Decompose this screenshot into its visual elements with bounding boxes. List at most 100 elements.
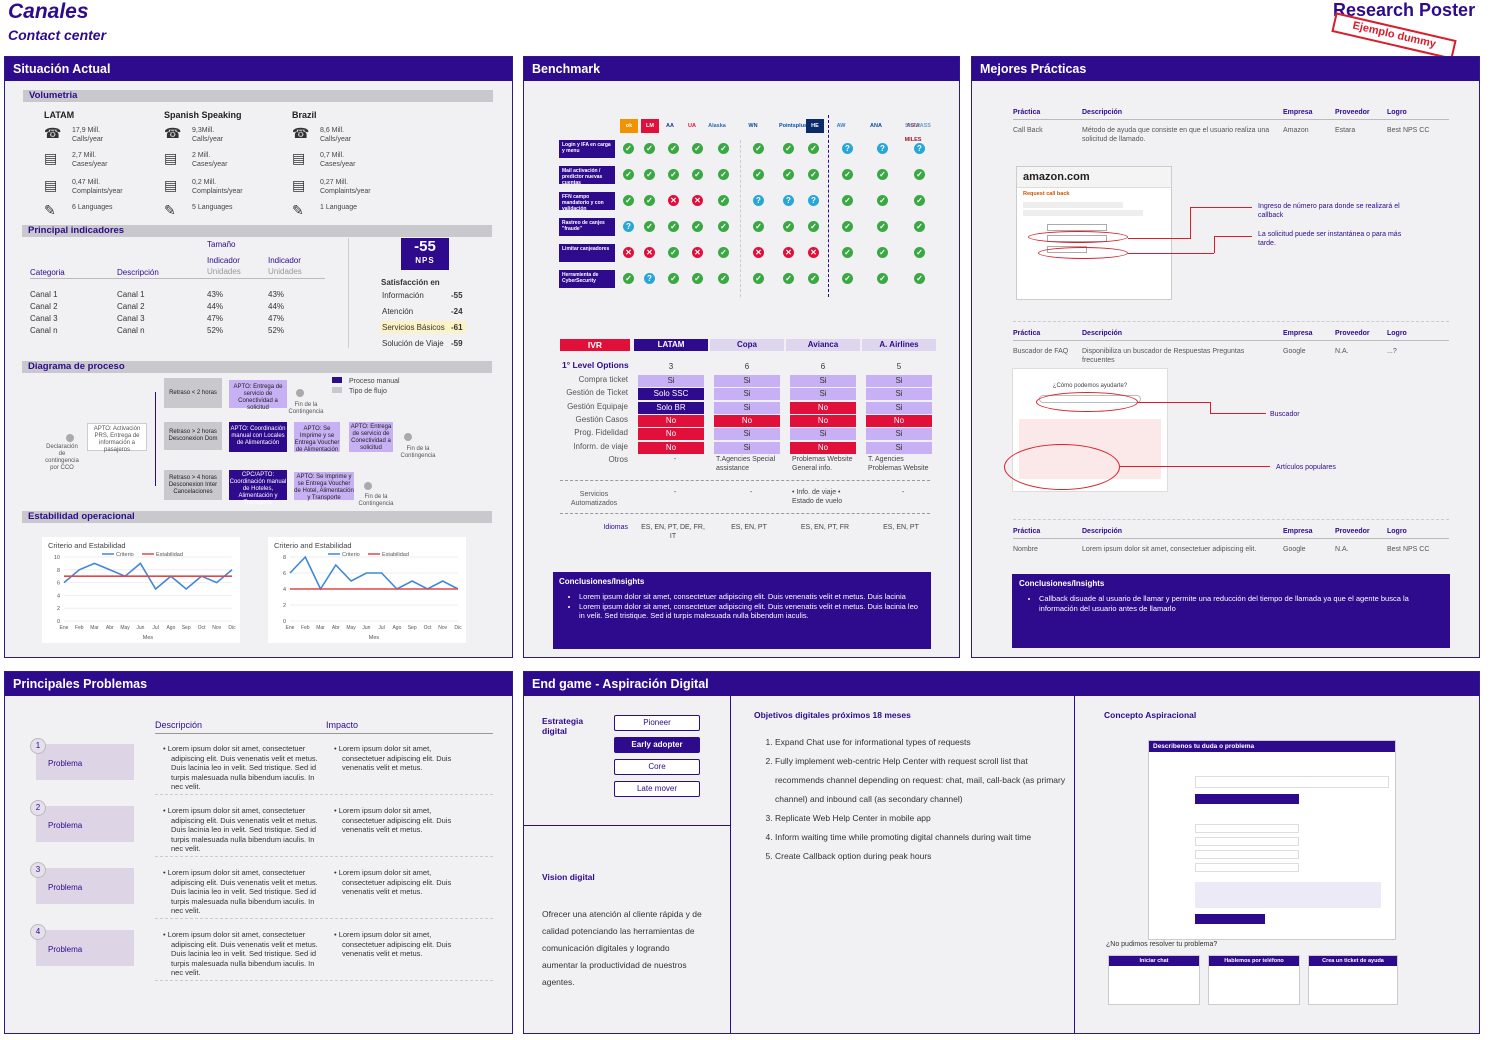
problema-box [36,930,134,966]
airline-logo: WN [748,123,758,129]
ivr-option: Gestión Casos [575,414,628,424]
channel-ticket[interactable]: Crea un ticket de ayuda [1308,955,1398,1005]
bench-row-label: Rastreo de canjes "fraude" [559,218,615,236]
x-tick: Ago [392,625,401,631]
serv-value: - [673,489,677,496]
check-icon: ✓ [692,169,703,180]
ivr-cell: Si [714,441,780,454]
legend-label: Criterio [342,552,360,558]
check-icon: ✓ [783,221,794,232]
request-callback: Request call back [1023,191,1070,197]
x-tick: Mar [316,625,325,631]
check-icon: ✓ [718,169,729,180]
x-tick: Abr [106,625,114,631]
concepto-title: Concepto Aspiracional [1104,710,1197,720]
x-tick: Oct [424,625,432,631]
ivr-cell: No [790,441,856,454]
mp-cell: N.A. [1335,546,1349,553]
chart-estabilidad-2: Criterio and Estabilidad Criterio Estabili… [268,537,466,643]
ivr-count: 5 [896,362,902,371]
region-cases_u: Cases/year [192,161,228,168]
mp-col-header: Logro [1387,330,1407,337]
mp-cell: Método de ayuda que consiste en que el u… [1082,127,1270,143]
legend-label: Criterio [116,552,134,558]
mp-cell: N.A. [1335,348,1349,355]
x-tick: Nov [438,625,447,631]
conclusion-bullet: Callback disuade al usuario de llamar y … [1039,594,1443,613]
ticket-button[interactable]: Crea un ticket de ayuda [1309,956,1397,966]
ivr-cell: No [866,414,932,427]
panel-title: Mejores Prácticas [972,57,1479,81]
airline-logo: ANA [870,123,882,129]
ivr-cell: No [638,441,704,454]
line [1013,119,1449,120]
row-ind-2: 47% [268,314,285,323]
airline-logo: SKYPASS [905,123,931,129]
check-icon: ✓ [914,247,925,258]
chart-title: Criterio and Estabilidad [48,541,126,550]
check-icon: ✓ [877,195,888,206]
mp-cell: ...? [1387,348,1397,355]
region-calls: 9,3Mill. [192,127,215,134]
mp-col-header: Logro [1387,528,1407,535]
ivr-count: 6 [820,362,826,371]
ivr-cell: Si [866,401,932,414]
channel-chat[interactable]: Iniciar chat [1108,955,1200,1005]
idiomas-label: Idiomas [603,524,628,531]
check-icon: ✓ [668,247,679,258]
unidades-2: Unidades [268,267,302,276]
x-axis-label: Mes [143,635,154,641]
serv-label: Servicios Automatizados [570,491,618,507]
cross-icon: ✕ [692,195,703,206]
airline-logo: Pointsplus [779,123,808,129]
mp-cell: Google [1283,348,1306,355]
document-icon: ▤ [44,150,58,166]
complaint-icon: ▤ [292,177,306,193]
region-lang: 5 Languages [192,204,233,211]
objetivo-item: Replicate Web Help Center in mobile app [775,809,1070,828]
panel-title: End game - Aspiración Digital [524,672,1479,696]
translate-icon: ✎ [164,202,176,218]
sat-value: -55 [451,291,463,300]
row-descripcion: Canal 3 [117,314,145,323]
problema-desc-text: • Lorem ipsum dolor sit amet, consectetu… [163,744,318,791]
objetivo-item: Create Callback option during peak hours [775,847,1070,866]
question-icon: ? [842,143,853,154]
check-icon: ✓ [783,273,794,284]
problema-desc: • Lorem ipsum dolor sit amet, consectetu… [163,868,325,916]
region-cases: 2,7 Mill. [72,152,97,159]
mp-col-header: Logro [1387,109,1407,116]
nps-label: NPS [415,256,435,265]
conclusion-bullet: Lorem ipsum dolor sit amet, consectetuer… [579,592,925,602]
mp-cell: Amazon [1283,127,1309,134]
row-categoria: Canal 2 [30,302,58,311]
phone-button[interactable]: Hablemos por teléfono [1209,956,1299,966]
chat-button[interactable]: Iniciar chat [1109,956,1199,966]
y-tick: 0 [57,619,60,625]
problema-impacto: • Lorem ipsum dolor sit amet, consectetu… [334,744,452,772]
proc-a1: APTO: Entrega de servicio de Conectivida… [229,380,287,411]
x-tick: Abr [332,625,340,631]
cross-icon: ✕ [668,195,679,206]
mp-col-header: Proveedor [1335,330,1370,337]
airline-logo: LM [641,119,659,133]
mp-col-header: Empresa [1283,109,1313,116]
estrategia-label: Estrategia digital [542,716,584,736]
bench-row-label: Herramienta de CyberSecurity [559,270,615,288]
channel-phone[interactable]: Hablemos por teléfono [1208,955,1300,1005]
problema-box [36,806,134,842]
problema-number: 2 [30,800,46,816]
annotation-buscador: Buscador [1270,411,1300,418]
mp-col-header: Descripción [1082,330,1123,337]
check-icon: ✓ [877,247,888,258]
col-indicador-2: Indicador [268,256,301,265]
satisfaccion-title: Satisfacción en [381,278,440,287]
region-compl: 0,2 Mill. [192,179,217,186]
mp-col-header: Proveedor [1335,528,1370,535]
problema-label: Problema [48,821,83,830]
x-tick: Sep [408,625,417,631]
phone-icon: ☎ [292,125,310,141]
x-tick: Jun [136,625,144,631]
separator [155,918,493,919]
proc-start: Declaración de contingencia por CCO [45,444,79,471]
